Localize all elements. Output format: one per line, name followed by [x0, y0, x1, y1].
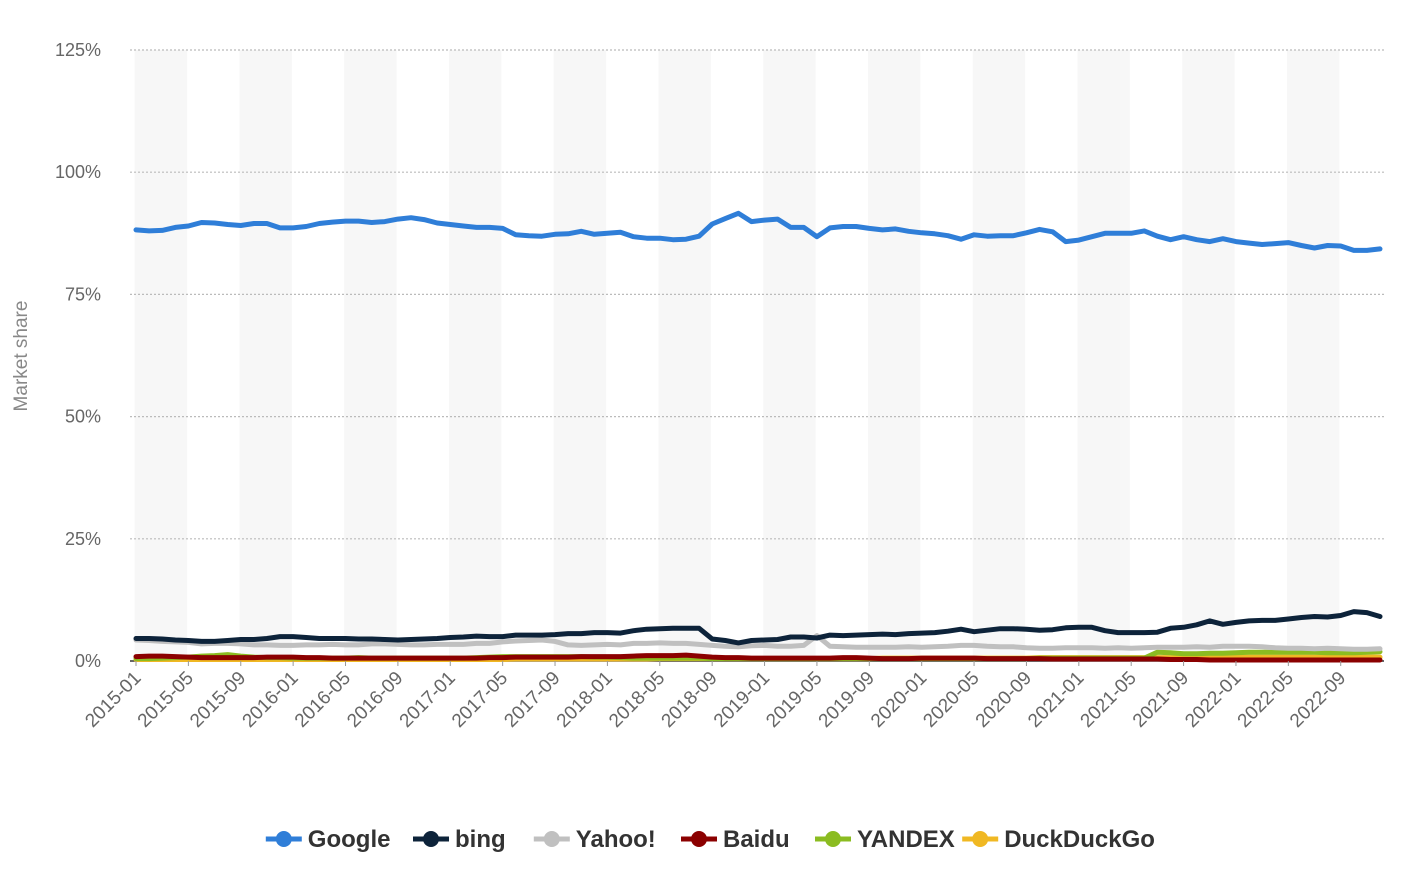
legend-swatch-marker	[543, 831, 560, 847]
legend-label: bing	[455, 826, 506, 853]
x-tick-label: 2016-05	[291, 668, 355, 732]
x-tick-label: 2016-09	[343, 668, 407, 732]
legend-swatch-marker	[423, 831, 439, 847]
x-tick-label: 2021-01	[1024, 668, 1088, 732]
month-band	[867, 50, 921, 661]
x-tick-label: 2017-01	[396, 668, 460, 732]
series-line-yahoo	[133, 633, 1383, 652]
month-band	[763, 50, 816, 661]
series-line-baidu	[133, 652, 1383, 663]
x-axis-ticks: 2015-012015-052015-092016-012016-052016-…	[81, 661, 1350, 732]
x-tick-label: 2018-05	[605, 668, 669, 732]
series-lines	[133, 210, 1383, 663]
x-tick-label: 2018-09	[658, 668, 722, 732]
x-tick-label: 2015-09	[186, 668, 250, 732]
legend-label: DuckDuckGo	[1004, 826, 1155, 853]
x-tick-label: 2017-05	[448, 668, 512, 732]
month-band	[1287, 50, 1340, 661]
x-tick-label: 2020-01	[867, 668, 931, 732]
month-band	[1077, 50, 1130, 661]
x-tick-label: 2021-09	[1129, 668, 1193, 732]
legend-item-duckduckgo[interactable]: DuckDuckGo	[962, 826, 1155, 853]
legend-item-google[interactable]: Google	[265, 826, 391, 853]
alternating-month-bands	[134, 50, 1340, 661]
legend-item-yahoo[interactable]: Yahoo!	[533, 826, 656, 853]
series-line-google	[133, 210, 1383, 253]
legend-item-bing[interactable]: bing	[413, 826, 506, 853]
month-band	[344, 50, 397, 661]
month-band	[134, 50, 188, 661]
month-band	[972, 50, 1026, 661]
x-tick-label: 2022-09	[1286, 668, 1350, 732]
y-tick-label: 25%	[65, 529, 101, 549]
series-line-bing	[133, 609, 1383, 646]
y-tick-label: 125%	[55, 40, 101, 60]
legend-item-yandex[interactable]: YANDEX	[815, 826, 955, 853]
x-tick-label: 2021-05	[1077, 668, 1141, 732]
x-tick-label: 2017-09	[500, 668, 564, 732]
x-tick-label: 2016-01	[239, 668, 303, 732]
month-band	[658, 50, 711, 661]
legend-swatch-marker	[275, 831, 292, 847]
x-tick-label: 2018-01	[553, 668, 617, 732]
legend-label: Yahoo!	[576, 826, 656, 853]
legend-label: Google	[308, 826, 391, 853]
legend-swatch-marker	[691, 831, 707, 847]
x-tick-label: 2019-01	[710, 668, 774, 732]
x-tick-label: 2015-05	[134, 668, 198, 732]
month-band	[553, 50, 607, 661]
legend-item-baidu[interactable]: Baidu	[681, 826, 790, 853]
y-tick-label: 0%	[75, 651, 101, 671]
x-tick-label: 2020-09	[972, 668, 1036, 732]
y-tick-label: 75%	[65, 284, 101, 304]
y-tick-label: 50%	[65, 407, 101, 427]
x-tick-label: 2019-05	[762, 668, 826, 732]
x-tick-label: 2022-05	[1234, 668, 1298, 732]
x-tick-label: 2020-05	[919, 668, 983, 732]
y-axis-ticks: 0% 25% 50% 75% 100% 125%	[55, 40, 101, 671]
legend-label: YANDEX	[857, 826, 955, 853]
y-axis-label: Market share	[11, 301, 32, 412]
legend: Google bing Yahoo! Baidu YANDEX DuckDuckGo	[265, 826, 1155, 853]
month-band	[1182, 50, 1235, 661]
month-band	[448, 50, 502, 661]
month-band	[239, 50, 292, 661]
x-tick-label: 2022-01	[1181, 668, 1245, 732]
legend-swatch-marker	[972, 831, 989, 847]
legend-label: Baidu	[723, 826, 790, 853]
x-tick-label: 2019-09	[815, 668, 879, 732]
legend-swatch-marker	[825, 831, 841, 847]
y-tick-label: 100%	[55, 162, 101, 182]
x-tick-label: 2015-01	[81, 668, 145, 732]
